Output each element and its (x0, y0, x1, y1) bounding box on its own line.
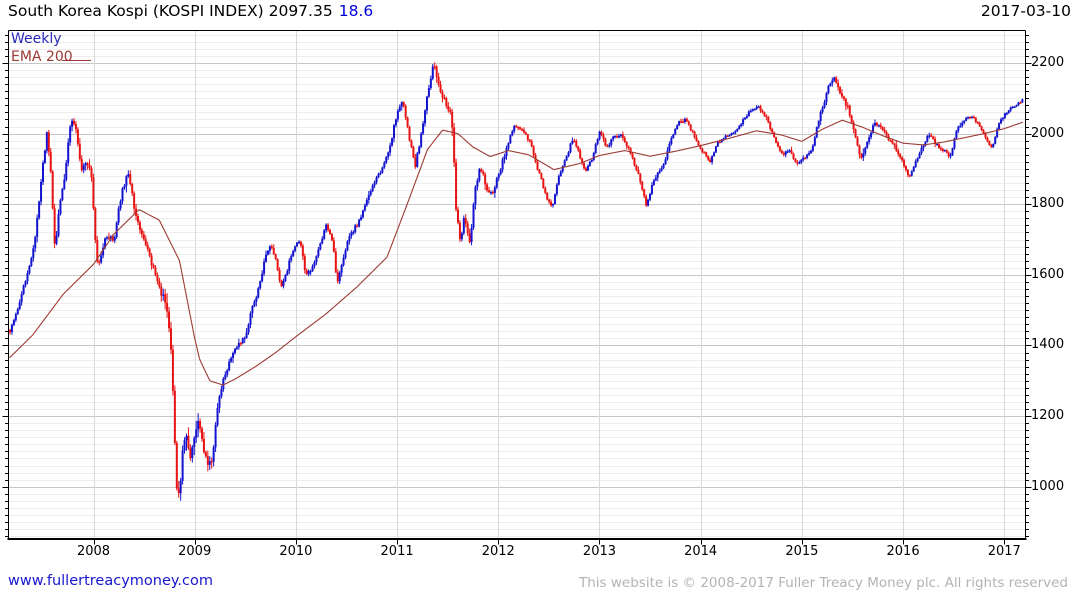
x-axis-label: 2016 (886, 544, 920, 559)
x-axis-label: 2011 (380, 544, 414, 559)
y-axis-label: 2200 (1031, 54, 1065, 70)
legend-ema-label: EMA 200 (11, 49, 73, 65)
x-axis-label: 2015 (785, 544, 819, 559)
y-axis-label: 1000 (1031, 478, 1065, 494)
legend-weekly-label: Weekly (11, 31, 62, 47)
page-title: South Korea Kospi (KOSPI INDEX) 2097.35 (8, 2, 333, 20)
y-axis-label: 1600 (1031, 266, 1065, 282)
y-axis-label: 1800 (1031, 196, 1065, 212)
y-axis-label: 1400 (1031, 337, 1065, 353)
copyright-text: This website is © 2008-2017 Fuller Treac… (579, 575, 1068, 591)
change-value: 18.6 (338, 2, 374, 20)
website-link[interactable]: www.fullertreacymoney.com (8, 573, 213, 589)
y-axis-label: 1200 (1031, 408, 1065, 424)
x-axis-label: 2010 (279, 544, 313, 559)
as-of-date: 2017-03-10 (980, 2, 1071, 20)
x-axis-label: 2012 (481, 544, 515, 559)
x-axis-label: 2008 (76, 544, 111, 559)
x-axis-label: 2013 (582, 544, 617, 559)
x-axis-label: 2009 (178, 544, 212, 559)
x-axis-label: 2017 (987, 544, 1021, 559)
x-axis-label: 2014 (684, 544, 718, 559)
y-axis-label: 2000 (1031, 125, 1065, 141)
chart-title-row: South Korea Kospi (KOSPI INDEX) 2097.35 1… (8, 2, 373, 20)
ema-legend-line (62, 60, 91, 61)
